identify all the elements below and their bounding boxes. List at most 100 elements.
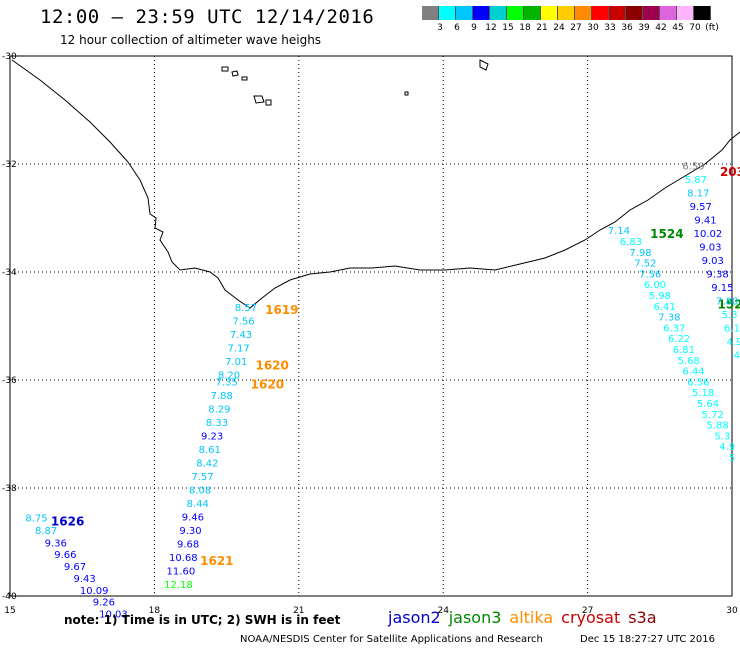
island	[231, 70, 239, 77]
swh-value: 9.26	[93, 598, 115, 609]
swh-value: 5.68	[678, 356, 700, 367]
scale-swatch	[609, 6, 626, 20]
scale-swatch	[694, 6, 711, 20]
x-tick-label: 30	[726, 606, 738, 616]
swh-value: 5.64	[697, 399, 719, 410]
swh-value: 6.41	[653, 302, 675, 313]
scale-label: 6	[454, 23, 460, 33]
scale-swatch	[626, 6, 643, 20]
scale-swatch	[524, 6, 541, 20]
swh-value: 12.18	[164, 580, 193, 591]
scale-swatch	[677, 6, 694, 20]
swh-value: 7.52	[634, 259, 656, 270]
scale-label: 70	[689, 23, 701, 33]
x-tick-label: 18	[149, 606, 161, 616]
swh-value: 8.75	[25, 513, 47, 524]
swh-value: 6.44	[682, 367, 704, 378]
swh-value: 7.01	[225, 357, 247, 368]
swh-value: 4.9	[719, 442, 735, 453]
track-time-label: 2038	[720, 165, 740, 179]
swh-value: 7.56	[639, 269, 661, 280]
track-cryosat: 6.59 5.87 8.17 9.57 9.41 10.02 9.03 9.03 9.38 9.1…	[682, 161, 740, 361]
scale-label: 45	[672, 23, 684, 33]
scale-swatch	[575, 6, 592, 20]
legend-altika: altika	[509, 608, 554, 627]
y-tick-label: -32	[2, 160, 17, 170]
scale-swatch	[643, 6, 660, 20]
y-tick-label: -36	[2, 376, 17, 386]
swh-value: 6.56	[687, 377, 709, 388]
x-tick-label: 21	[293, 606, 304, 616]
swh-value: 5.88	[706, 421, 728, 432]
swh-value: 9.15	[711, 283, 733, 294]
island	[479, 59, 489, 71]
islands	[221, 59, 489, 106]
scale-swatch	[473, 6, 490, 20]
swh-value: 9.67	[64, 562, 86, 573]
swh-value: 5.87	[685, 175, 707, 186]
legend-cryosat: cryosat	[561, 608, 621, 627]
scale-swatch	[439, 6, 456, 20]
y-tick-label: -34	[2, 268, 17, 278]
track-jason3: 7.146.837.987.527.566.005.986.417.386.37…	[608, 226, 735, 464]
scale-label: (ft)	[705, 23, 719, 33]
swh-value: 9.30	[179, 526, 201, 537]
swh-value: 6.83	[620, 237, 642, 248]
scale-label: 12	[485, 23, 497, 33]
swh-value: 9.36	[45, 538, 67, 549]
swh-value: 9.23	[201, 431, 223, 442]
swh-value: 4	[734, 350, 740, 361]
island	[241, 76, 248, 81]
axis-labels: 15 18 21 24 27 30 -30 -32 -34 -36 -38 -40	[2, 52, 738, 616]
timestamp-text: Dec 15 18:27:27 UTC 2016	[580, 634, 715, 645]
swh-value: 7.57	[191, 472, 213, 483]
track-time-label: 1621	[200, 554, 233, 568]
scale-label: 18	[519, 23, 531, 33]
swh-value: 7.88	[211, 391, 233, 402]
scale-label: 30	[587, 23, 599, 33]
island	[265, 99, 272, 106]
scale-label: 27	[570, 23, 582, 33]
swh-value: 8.17	[687, 188, 709, 199]
island	[221, 66, 229, 72]
swh-value: 6.22	[668, 334, 690, 345]
track-time-label: 1620	[255, 358, 288, 372]
swh-value: 8.29	[208, 404, 230, 415]
swh-value: 6.1	[724, 323, 740, 334]
track-altika: 1621	[200, 554, 233, 568]
swh-value: 5.18	[692, 388, 714, 399]
map-subtitle: 12 hour collection of altimeter wave hei…	[60, 33, 322, 47]
swh-value: 9.41	[694, 215, 716, 226]
swh-value: 6.37	[663, 323, 685, 334]
swh-value: 10.03	[99, 610, 128, 621]
legend-jason3: jason3	[448, 608, 502, 627]
scale-swatch	[422, 6, 439, 20]
scale-label: 24	[553, 23, 565, 33]
swh-value: 7.14	[608, 226, 630, 237]
x-tick-label: 15	[4, 606, 15, 616]
track-time-label: 1524	[650, 227, 683, 241]
scale-swatch	[558, 6, 575, 20]
scale-swatch	[660, 6, 677, 20]
swh-value: 6.59	[682, 161, 704, 172]
swh-value: 9.57	[690, 202, 712, 213]
swh-value: 10.02	[694, 229, 723, 240]
scale-label: 21	[536, 23, 548, 33]
track-jason3: 1525	[718, 297, 740, 311]
swh-value: 8.44	[187, 499, 209, 510]
swh-value: 7.80	[716, 296, 738, 307]
y-tick-label: -38	[2, 484, 17, 494]
y-tick-label: -30	[2, 52, 17, 62]
track-altika: 8.57 7.56 7.43 7.17 7.01 1619	[225, 303, 298, 368]
swh-value: 9.66	[54, 550, 76, 561]
satellite-legend: jason2 jason3 altika cryosat s3a	[388, 608, 665, 627]
scale-swatch	[592, 6, 609, 20]
swh-value: 5.98	[649, 291, 671, 302]
swh-value: 9.03	[702, 256, 724, 267]
swh-value: 7.38	[658, 313, 680, 324]
credit-text: NOAA/NESDIS Center for Satellite Applica…	[240, 634, 543, 645]
swh-value: 8.61	[199, 445, 221, 456]
footnote: note: 1) Time is in UTC; 2) SWH is in fe…	[64, 613, 341, 627]
swh-value: 6.00	[644, 280, 666, 291]
